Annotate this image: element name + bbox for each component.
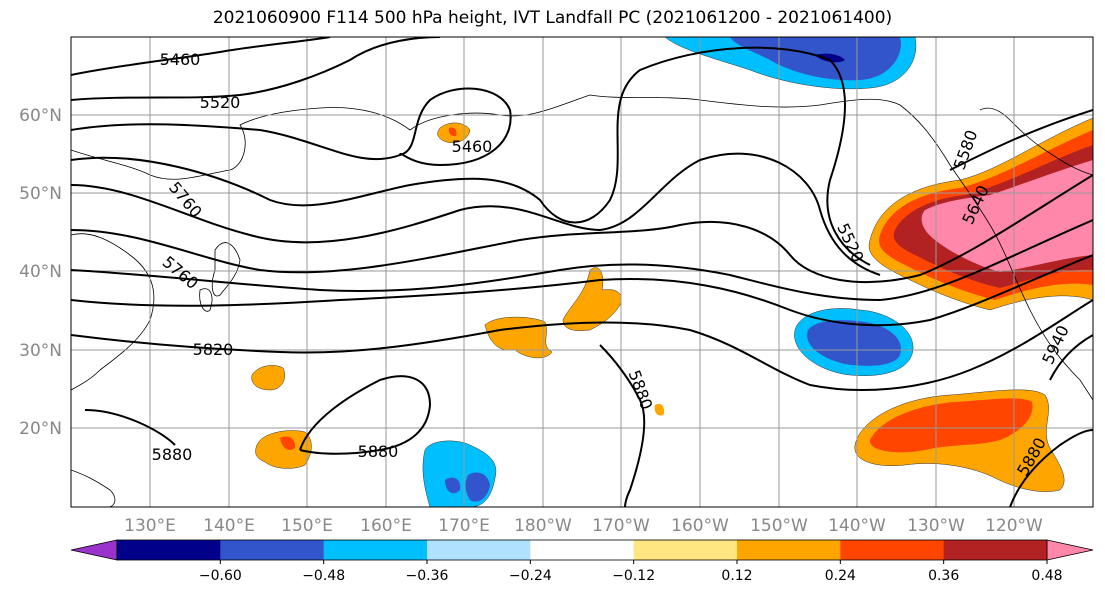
colorbar-tick-label: −0.12 — [612, 568, 655, 584]
lat-label: 20°N — [19, 419, 62, 439]
chart-title: 2021060900 F114 500 hPa height, IVT Land… — [212, 8, 893, 28]
lon-label: 160°W — [671, 516, 729, 536]
colorbar-cell — [737, 540, 841, 560]
colorbar-tick-label: −0.36 — [406, 568, 449, 584]
lat-label: 30°N — [19, 341, 62, 361]
height-contours — [71, 37, 1093, 507]
contour-label: 5460 — [160, 50, 201, 69]
lat-label: 40°N — [19, 262, 62, 282]
lon-label: 120°W — [985, 516, 1043, 536]
lon-label: 150°W — [750, 516, 808, 536]
colorbar-tick-label: −0.24 — [509, 568, 552, 584]
lat-label: 60°N — [19, 106, 62, 126]
colorbar-cell — [323, 540, 428, 560]
lon-label: 140°E — [203, 516, 255, 536]
colorbar-right-extend — [1046, 539, 1094, 561]
ivt-shading — [251, 37, 1093, 507]
gridlines — [71, 37, 1093, 507]
colorbar-cell — [117, 540, 221, 560]
contour-label: 5820 — [193, 340, 234, 359]
lon-label: 130°W — [907, 516, 965, 536]
colorbar-tick-label: −0.60 — [199, 568, 242, 584]
lon-label: 140°W — [828, 516, 886, 536]
colorbar-cell — [840, 540, 945, 560]
lon-label: 180°W — [514, 516, 572, 536]
contour-label: 5520 — [200, 93, 241, 112]
colorbar-cell — [530, 540, 635, 560]
colorbar-cell — [220, 540, 325, 560]
colorbar-cell — [427, 540, 531, 560]
lon-label: 150°E — [281, 516, 333, 536]
contour-label: 5460 — [452, 137, 493, 156]
contour-label: 5880 — [152, 445, 193, 464]
colorbar-cell — [943, 540, 1048, 560]
colorbar-tick-label: −0.48 — [302, 568, 345, 584]
colorbar-cell — [633, 540, 738, 560]
colorbar-tick-label: 0.36 — [928, 568, 959, 584]
longitude-labels: 130°E 140°E 150°E 160°E 170°E 180°W 170°… — [124, 516, 1043, 536]
colorbar: −0.60 −0.48 −0.36 −0.24 −0.12 0.12 0.24 0.36 0.4… — [70, 539, 1094, 584]
lon-label: 160°E — [360, 516, 412, 536]
latitude-labels: 60°N 50°N 40°N 30°N 20°N — [19, 106, 62, 439]
colorbar-tick-label: 0.12 — [721, 568, 752, 584]
contour-label: 5880 — [358, 442, 399, 461]
map-frame — [70, 36, 1094, 508]
colorbar-tick-label: 0.24 — [825, 568, 856, 584]
lon-label: 170°W — [592, 516, 650, 536]
lon-label: 130°E — [124, 516, 176, 536]
colorbar-tick-label: 0.48 — [1031, 568, 1062, 584]
lon-label: 170°E — [438, 516, 490, 536]
colorbar-border — [116, 539, 1048, 561]
colorbar-left-extend — [70, 539, 118, 561]
lat-label: 50°N — [19, 184, 62, 204]
map-content: 5460 5520 5460 5760 5760 5820 5880 5880 … — [71, 37, 1093, 507]
